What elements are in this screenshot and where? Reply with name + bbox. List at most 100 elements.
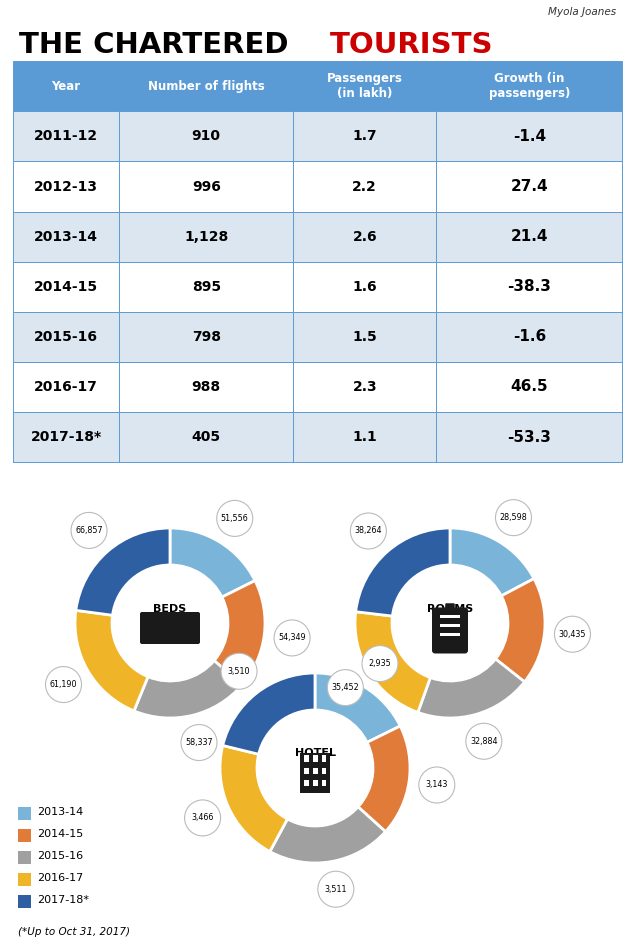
FancyBboxPatch shape <box>13 362 119 412</box>
FancyBboxPatch shape <box>313 755 318 762</box>
FancyBboxPatch shape <box>119 211 293 261</box>
FancyBboxPatch shape <box>436 111 622 161</box>
FancyBboxPatch shape <box>13 111 119 161</box>
Text: -53.3: -53.3 <box>507 429 551 444</box>
Wedge shape <box>214 581 265 685</box>
Text: 2016-17: 2016-17 <box>34 380 98 394</box>
Text: 2014-15: 2014-15 <box>34 280 98 293</box>
Text: 2015-16: 2015-16 <box>37 851 83 861</box>
FancyBboxPatch shape <box>119 312 293 362</box>
Text: (*Up to Oct 31, 2017): (*Up to Oct 31, 2017) <box>18 927 130 937</box>
Wedge shape <box>355 612 431 712</box>
Text: 3,466: 3,466 <box>191 814 214 822</box>
Text: 2.6: 2.6 <box>352 230 377 243</box>
Text: 2015-16: 2015-16 <box>34 330 98 344</box>
Text: ROOMS: ROOMS <box>427 604 473 614</box>
FancyBboxPatch shape <box>436 61 622 111</box>
Circle shape <box>554 616 591 653</box>
Wedge shape <box>418 659 525 718</box>
Text: 1.7: 1.7 <box>352 129 377 143</box>
FancyBboxPatch shape <box>440 633 460 636</box>
Text: 28,598: 28,598 <box>500 513 528 522</box>
FancyBboxPatch shape <box>436 211 622 261</box>
Wedge shape <box>358 726 410 832</box>
Text: 1.5: 1.5 <box>352 330 377 344</box>
Circle shape <box>71 512 107 549</box>
FancyBboxPatch shape <box>293 312 436 362</box>
FancyBboxPatch shape <box>119 261 293 312</box>
Circle shape <box>221 653 257 689</box>
FancyBboxPatch shape <box>436 312 622 362</box>
FancyBboxPatch shape <box>304 780 309 786</box>
FancyBboxPatch shape <box>293 261 436 312</box>
FancyBboxPatch shape <box>436 161 622 211</box>
Text: 1.6: 1.6 <box>352 280 377 293</box>
FancyBboxPatch shape <box>119 362 293 412</box>
Text: 2.3: 2.3 <box>352 380 377 394</box>
Wedge shape <box>170 528 255 597</box>
Circle shape <box>351 513 386 549</box>
FancyBboxPatch shape <box>321 768 326 774</box>
FancyBboxPatch shape <box>432 607 468 653</box>
Text: 3,510: 3,510 <box>228 667 250 676</box>
Text: 3,143: 3,143 <box>425 781 448 789</box>
Text: 2017-18*: 2017-18* <box>30 430 102 444</box>
Text: THE CHARTERED: THE CHARTERED <box>19 31 298 59</box>
Wedge shape <box>223 673 315 754</box>
Circle shape <box>419 767 455 803</box>
FancyBboxPatch shape <box>18 895 31 907</box>
Circle shape <box>257 710 373 826</box>
Wedge shape <box>315 673 400 742</box>
Text: Number of flights: Number of flights <box>148 80 265 92</box>
FancyBboxPatch shape <box>313 780 318 786</box>
Text: 30,435: 30,435 <box>559 630 586 638</box>
Text: 996: 996 <box>192 179 221 193</box>
Circle shape <box>181 724 217 761</box>
FancyBboxPatch shape <box>119 61 293 111</box>
Text: 798: 798 <box>192 330 221 344</box>
Circle shape <box>46 667 81 703</box>
Text: 895: 895 <box>192 280 221 293</box>
FancyBboxPatch shape <box>18 829 31 841</box>
FancyBboxPatch shape <box>119 111 293 161</box>
FancyBboxPatch shape <box>13 211 119 261</box>
Text: Growth (in
passengers): Growth (in passengers) <box>489 73 570 100</box>
Text: TOURISTS: TOURISTS <box>330 31 493 59</box>
Wedge shape <box>356 528 450 616</box>
Text: 405: 405 <box>192 430 221 444</box>
FancyBboxPatch shape <box>300 753 330 793</box>
Text: 2017-18*: 2017-18* <box>37 895 89 905</box>
Text: 988: 988 <box>192 380 221 394</box>
Text: 58,337: 58,337 <box>185 738 213 747</box>
Text: 61,190: 61,190 <box>50 680 77 689</box>
Text: Myola Joanes: Myola Joanes <box>548 7 616 17</box>
Text: -1.6: -1.6 <box>512 329 546 344</box>
FancyBboxPatch shape <box>18 872 31 885</box>
Text: 21.4: 21.4 <box>511 229 548 244</box>
Text: 46.5: 46.5 <box>511 379 548 394</box>
Text: 2013-14: 2013-14 <box>34 230 98 243</box>
FancyBboxPatch shape <box>13 261 119 312</box>
Wedge shape <box>495 579 545 682</box>
FancyBboxPatch shape <box>293 362 436 412</box>
Text: 32,884: 32,884 <box>470 736 498 746</box>
FancyBboxPatch shape <box>13 61 119 111</box>
FancyBboxPatch shape <box>293 61 436 111</box>
FancyBboxPatch shape <box>140 612 200 644</box>
Text: Year: Year <box>51 80 81 92</box>
Wedge shape <box>134 661 243 718</box>
FancyBboxPatch shape <box>321 755 326 762</box>
FancyBboxPatch shape <box>304 755 309 762</box>
Wedge shape <box>75 610 148 711</box>
Text: 54,349: 54,349 <box>278 634 306 642</box>
FancyBboxPatch shape <box>18 806 31 819</box>
Circle shape <box>495 500 531 536</box>
FancyBboxPatch shape <box>436 412 622 462</box>
Text: 38,264: 38,264 <box>354 526 382 536</box>
Text: HOTEL: HOTEL <box>295 749 335 758</box>
Text: 1,128: 1,128 <box>184 230 229 243</box>
FancyBboxPatch shape <box>321 780 326 786</box>
Text: 2012-13: 2012-13 <box>34 179 98 193</box>
Circle shape <box>217 501 253 537</box>
Text: 27.4: 27.4 <box>511 179 548 194</box>
